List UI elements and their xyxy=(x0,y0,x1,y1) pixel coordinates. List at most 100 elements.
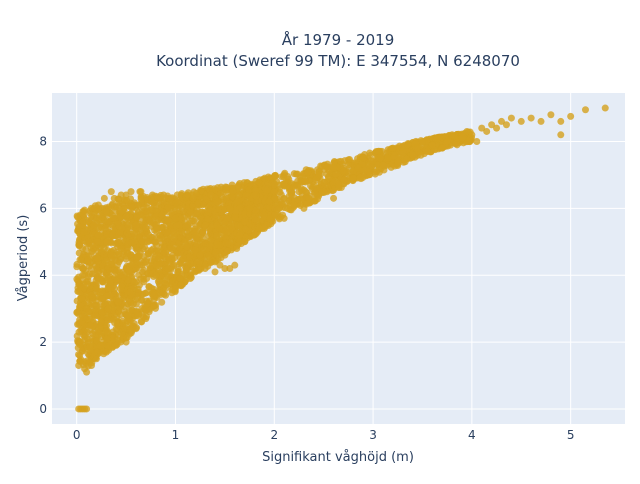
data-point xyxy=(84,258,92,266)
data-point xyxy=(175,221,183,229)
data-point xyxy=(135,271,143,279)
data-point xyxy=(130,238,138,246)
data-point xyxy=(97,323,105,331)
data-point xyxy=(498,117,506,125)
data-point xyxy=(124,311,132,319)
data-point xyxy=(102,208,110,216)
data-point xyxy=(74,213,82,221)
data-point xyxy=(223,183,231,191)
data-point xyxy=(320,188,328,196)
data-point xyxy=(207,191,215,199)
data-point xyxy=(266,215,274,223)
data-point xyxy=(171,214,179,222)
data-point xyxy=(95,211,103,219)
data-point xyxy=(143,300,151,308)
data-point xyxy=(138,305,146,313)
data-point xyxy=(165,253,173,261)
data-point xyxy=(231,261,239,269)
data-point xyxy=(137,195,145,203)
data-point xyxy=(146,206,154,214)
data-point xyxy=(356,173,364,181)
data-point xyxy=(260,224,268,232)
data-point xyxy=(148,198,156,206)
y-axis-title: Vågperiod (s) xyxy=(16,215,31,302)
data-point xyxy=(137,188,145,196)
data-point xyxy=(330,164,338,172)
data-point xyxy=(212,248,220,256)
data-point xyxy=(567,112,575,120)
data-point xyxy=(275,204,283,212)
data-point xyxy=(304,168,312,176)
data-point xyxy=(488,121,496,129)
data-point xyxy=(158,211,166,219)
data-point xyxy=(305,194,313,202)
data-point xyxy=(229,193,237,201)
data-point xyxy=(107,251,115,259)
data-point xyxy=(229,188,237,196)
data-point xyxy=(142,224,150,232)
data-point xyxy=(280,194,288,202)
data-point xyxy=(228,181,236,189)
data-point xyxy=(133,294,141,302)
data-point xyxy=(226,204,234,212)
data-point xyxy=(117,244,125,252)
data-point xyxy=(176,275,184,283)
data-point xyxy=(87,321,95,329)
data-point xyxy=(162,285,170,293)
data-point xyxy=(86,315,94,323)
data-point xyxy=(160,191,168,199)
data-point xyxy=(75,361,83,369)
data-point xyxy=(88,361,96,369)
data-point xyxy=(73,308,81,316)
data-point xyxy=(166,280,174,288)
data-point xyxy=(94,231,102,239)
data-point xyxy=(196,251,204,259)
data-point xyxy=(265,198,273,206)
data-point xyxy=(77,338,85,346)
data-point xyxy=(211,258,219,266)
data-point xyxy=(164,216,172,224)
data-point xyxy=(601,104,609,112)
data-point xyxy=(285,184,293,192)
data-point xyxy=(272,172,280,180)
data-point xyxy=(91,311,99,319)
data-point xyxy=(428,141,436,149)
data-point xyxy=(349,174,357,182)
data-point xyxy=(242,225,250,233)
chart-title-line-1: År 1979 - 2019 xyxy=(282,30,395,49)
data-point xyxy=(134,253,142,261)
data-point xyxy=(186,275,194,283)
data-point xyxy=(116,271,124,279)
data-point xyxy=(124,220,132,228)
data-point xyxy=(359,154,367,162)
data-point xyxy=(300,204,308,212)
data-point xyxy=(80,228,88,236)
data-point xyxy=(340,176,348,184)
data-point xyxy=(191,268,199,276)
data-point xyxy=(233,198,241,206)
data-point xyxy=(412,139,420,147)
data-point xyxy=(156,289,164,297)
data-point xyxy=(183,191,191,199)
data-point xyxy=(547,111,555,119)
data-point xyxy=(325,174,333,182)
data-point xyxy=(222,234,230,242)
data-point xyxy=(154,216,162,224)
data-point xyxy=(94,201,102,209)
data-point xyxy=(375,168,383,176)
data-point xyxy=(260,211,268,219)
data-point xyxy=(82,331,90,339)
data-point xyxy=(374,148,382,156)
data-point xyxy=(241,218,249,226)
data-point xyxy=(104,305,112,313)
data-point xyxy=(178,228,186,236)
data-point xyxy=(300,178,308,186)
data-point xyxy=(134,312,142,320)
data-point xyxy=(153,225,161,233)
x-tick-label: 0 xyxy=(73,428,81,442)
data-point xyxy=(310,181,318,189)
data-point xyxy=(557,131,565,139)
data-point xyxy=(182,265,190,273)
data-point xyxy=(103,329,111,337)
data-point xyxy=(122,191,130,199)
